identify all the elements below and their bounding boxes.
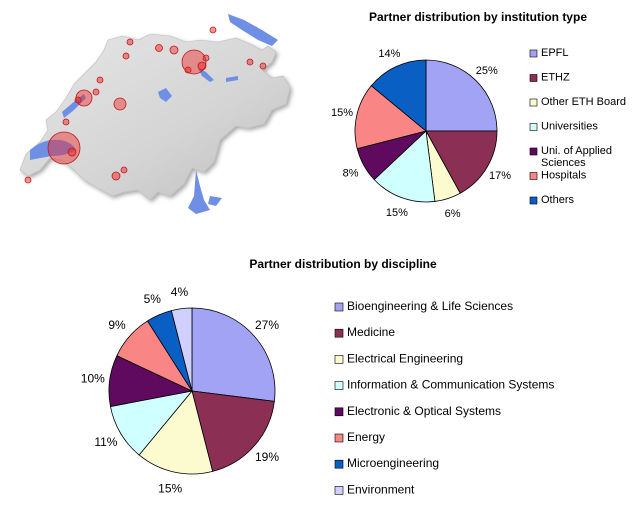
legend-label: Microengineering	[347, 456, 439, 470]
legend: EPFL ETHZ Other ETH Board Universities Uni. …	[529, 47, 626, 206]
pie-data-label: 11%	[94, 435, 117, 449]
pie-slices	[354, 59, 498, 203]
legend-label: Electronic & Optical Systems	[347, 404, 501, 418]
map-marker[interactable]	[202, 54, 210, 62]
legend-label: Energy	[347, 430, 385, 444]
lake-walensee	[226, 76, 238, 82]
legend-label: EPFL	[541, 47, 569, 59]
pie-data-label: 27%	[255, 318, 279, 332]
pie-data-label: 5%	[144, 292, 162, 306]
legend-swatch	[334, 328, 344, 338]
switzerland-land	[19, 33, 291, 201]
pie-data-label: 14%	[378, 48, 400, 60]
pie-data-label: 17%	[489, 170, 511, 182]
map-marker[interactable]	[120, 166, 128, 174]
legend-swatch	[529, 98, 538, 107]
legend-label: Bioengineering & Life Sciences	[347, 299, 513, 313]
legend-label: Hospitals	[541, 170, 587, 182]
pie-slice-hospitals[interactable]	[354, 85, 427, 150]
legend-swatch	[334, 433, 344, 443]
pie-data-label: 15%	[331, 107, 353, 119]
legend-swatch	[334, 302, 344, 312]
chart-title: Partner distribution by institution type	[369, 10, 587, 24]
switzerland-partner-map	[19, 14, 291, 214]
pie-slice-others[interactable]	[370, 59, 427, 132]
pie-data-label: 25%	[476, 65, 498, 77]
map-marker[interactable]	[92, 88, 100, 96]
lake-maggiore	[188, 170, 210, 214]
legend-swatch	[334, 459, 344, 469]
map-marker[interactable]	[62, 118, 70, 126]
map-marker[interactable]	[209, 26, 217, 34]
pie-data-label: 4%	[171, 285, 189, 299]
legend-swatch	[529, 147, 538, 156]
lake-lugano	[208, 196, 222, 206]
pie-slice-universities[interactable]	[373, 130, 436, 203]
map-marker[interactable]	[169, 45, 179, 55]
map-marker[interactable]	[67, 147, 77, 157]
pie-data-label: 9%	[108, 318, 126, 332]
legend-swatch	[334, 407, 344, 417]
pie-slices	[108, 307, 276, 475]
legend-label: Others	[541, 194, 575, 206]
legend-swatch	[529, 196, 538, 205]
pie-slice-ethz[interactable]	[425, 130, 498, 194]
pie-data-labels: 27% 19% 15% 11% 10% 9% 5% 4%	[81, 285, 280, 496]
partner-markers	[24, 26, 267, 184]
pie-data-label: 15%	[158, 482, 182, 496]
legend-label: Information & Communication Systems	[347, 378, 554, 392]
pie-slice-medicine[interactable]	[191, 390, 275, 472]
legend-label: ETHZ	[541, 72, 570, 84]
pie-data-label: 19%	[255, 450, 279, 464]
legend-swatch	[334, 486, 344, 495]
legend-swatch	[529, 172, 538, 180]
map-marker[interactable]	[122, 52, 130, 60]
legend-swatch	[529, 123, 538, 131]
institution-type-pie-chart: Partner distribution by institution type…	[331, 10, 626, 220]
map-marker[interactable]	[155, 44, 163, 52]
legend-swatch	[529, 74, 538, 82]
legend-swatch	[334, 381, 344, 390]
pie-slice-bioengineering-and-life-sciences[interactable]	[191, 307, 276, 402]
map-marker[interactable]	[197, 61, 207, 71]
legend-label: Electrical Engineering	[347, 351, 463, 365]
map-marker[interactable]	[24, 176, 32, 184]
pie-data-label: 6%	[445, 208, 461, 220]
legend-label: Medicine	[347, 325, 395, 339]
chart-title: Partner distribution by discipline	[249, 257, 437, 271]
legend-label: Environment	[347, 482, 415, 496]
legend-label: Universities	[541, 121, 598, 133]
map-marker[interactable]	[184, 66, 192, 74]
lake-zurich	[198, 68, 214, 82]
legend: Bioengineering & Life Sciences Medicine El…	[334, 299, 554, 496]
legend-label: Other ETH Board	[541, 96, 626, 108]
map-marker[interactable]	[259, 62, 267, 70]
map-marker[interactable]	[126, 38, 134, 46]
legend-label: Uni. of Applied Sciences	[541, 145, 612, 169]
map-marker[interactable]	[246, 58, 254, 66]
map-marker[interactable]	[113, 97, 127, 111]
lake-constance	[228, 14, 278, 46]
pie-data-label: 8%	[343, 167, 359, 179]
pie-slice-electrical-engineering[interactable]	[138, 390, 214, 475]
legend-swatch	[529, 49, 538, 58]
map-marker[interactable]	[111, 171, 121, 181]
pie-data-label: 15%	[386, 207, 408, 219]
legend-swatch	[334, 355, 344, 364]
pie-slice-epfl[interactable]	[425, 59, 498, 132]
map-marker[interactable]	[96, 76, 104, 84]
pie-slice-environment[interactable]	[170, 307, 193, 392]
pie-data-labels: 25% 17% 6% 15% 8% 15% 14%	[331, 48, 511, 220]
lake-lucerne	[158, 88, 172, 102]
map-marker[interactable]	[74, 96, 82, 104]
pie-data-label: 10%	[81, 371, 105, 385]
lake-geneva	[30, 139, 76, 160]
